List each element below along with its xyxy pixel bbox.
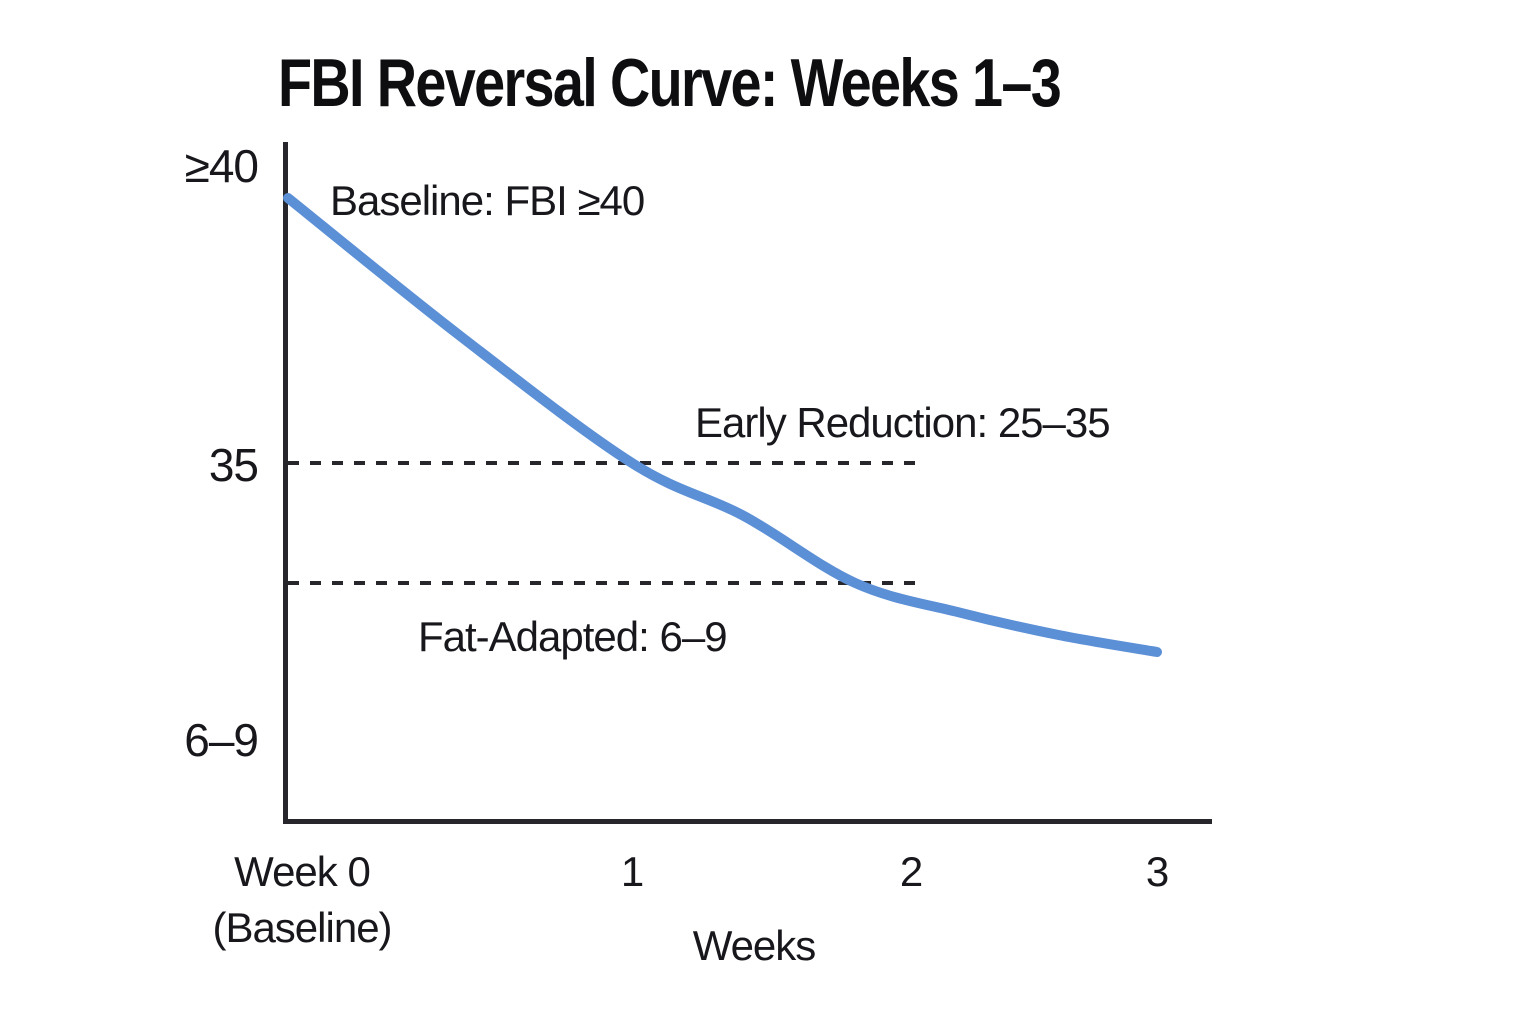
annotation-baseline: Baseline: FBI ≥40 — [330, 177, 645, 224]
chart-title: FBI Reversal Curve: Weeks 1–3 — [278, 45, 1062, 121]
y-tick-6-9: 6–9 — [184, 714, 259, 766]
x-tick-3: 3 — [1145, 848, 1169, 895]
annotation-fat-adapted: Fat-Adapted: 6–9 — [418, 613, 728, 660]
x-tick-2: 2 — [899, 848, 923, 895]
fbi-curve — [283, 193, 1162, 657]
annotation-early-reduction: Early Reduction: 25–35 — [695, 399, 1111, 446]
x-tick-week0: Week 0 — [234, 848, 371, 895]
x-tick-1: 1 — [620, 848, 644, 895]
x-axis-title: Weeks — [692, 922, 817, 969]
y-tick-baseline: ≥40 — [184, 140, 259, 192]
x-tick-week0-baseline: (Baseline) — [212, 904, 392, 951]
y-tick-35: 35 — [208, 439, 259, 491]
